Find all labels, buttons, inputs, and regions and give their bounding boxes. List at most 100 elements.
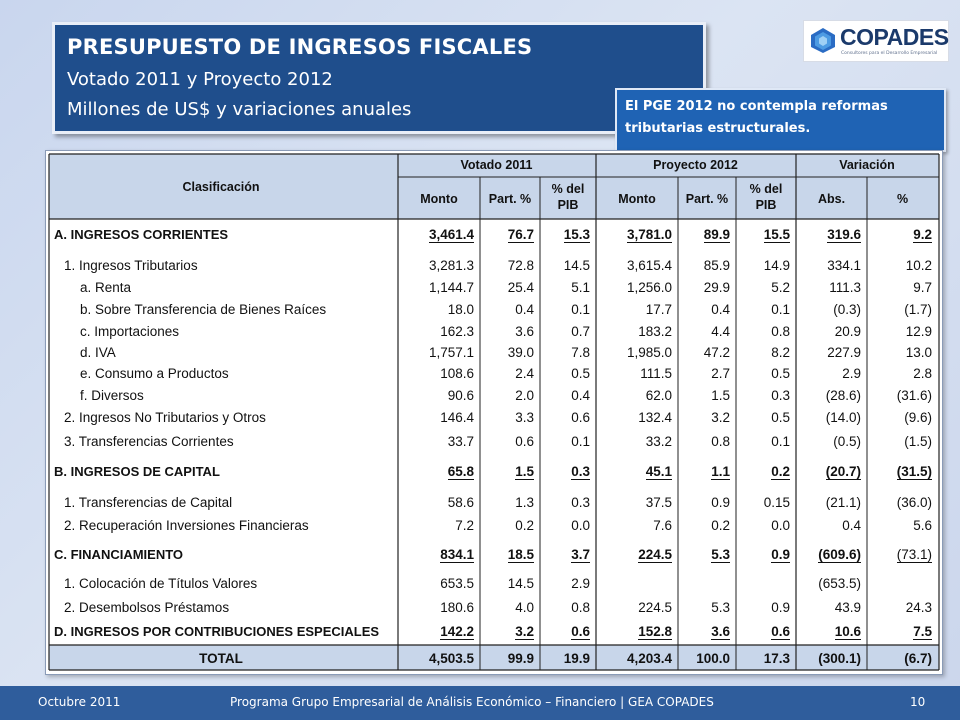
logo-mark-icon	[811, 28, 835, 53]
table-cell: 152.8	[638, 624, 672, 640]
row-label: a. Renta	[80, 280, 132, 295]
col-var-abs: Abs.	[817, 192, 846, 206]
table-cell: 10.2	[905, 258, 932, 273]
table-cell: 5.1	[571, 280, 590, 295]
table-cell: (653.5)	[818, 576, 861, 591]
table-cell: 0.6	[771, 624, 790, 640]
table-cell: (1.5)	[904, 434, 932, 449]
total-cell: 19.9	[563, 651, 590, 666]
table-cell: 4.0	[515, 600, 534, 615]
table-cell: 14.9	[763, 258, 790, 273]
row-label: d. IVA	[80, 345, 116, 360]
table-cell: 3,615.4	[626, 258, 672, 273]
row-label: D. INGRESOS POR CONTRIBUCIONES ESPECIALE…	[54, 624, 380, 639]
table-cell: 180.6	[440, 600, 474, 615]
table-cell: (21.1)	[825, 495, 861, 510]
footer-page-number: 10	[910, 695, 926, 709]
table-cell: 24.3	[905, 600, 932, 615]
table-cell: 108.6	[440, 366, 474, 381]
table-cell: (609.6)	[818, 547, 861, 563]
table-cell: 1.3	[515, 495, 534, 510]
table-cell: 2.8	[913, 366, 932, 381]
table-cell: 47.2	[703, 345, 730, 360]
row-label: B. INGRESOS DE CAPITAL	[54, 464, 220, 479]
table-cell: 76.7	[507, 227, 534, 243]
table-cell: (73.1)	[896, 547, 932, 563]
table-cell: 146.4	[440, 410, 474, 425]
table-cell: 0.4	[711, 302, 730, 317]
table-cell: 17.7	[645, 302, 672, 317]
table-cell: 5.3	[711, 600, 730, 615]
table-cell: 0.5	[571, 366, 590, 381]
table-cell: 142.2	[440, 624, 474, 640]
table-cell: 15.5	[763, 227, 790, 243]
table-cell: 0.3	[771, 388, 790, 403]
table-cell: 3.2	[711, 410, 730, 425]
table-cell: 0.2	[771, 464, 790, 480]
table-cell: 5.6	[913, 518, 932, 533]
table-cell: 58.6	[447, 495, 474, 510]
table-cell: 0.0	[771, 518, 790, 533]
table-cell: 0.1	[771, 302, 790, 317]
table-cell: (20.7)	[825, 464, 861, 480]
table-cell: 0.9	[711, 495, 730, 510]
slide-subtitle-units: Millones de US$ y variaciones anuales	[67, 99, 412, 120]
table-cell: (28.6)	[825, 388, 861, 403]
row-label: 1. Transferencias de Capital	[64, 495, 233, 510]
table-cell: 2.9	[571, 576, 590, 591]
table-cell: 4.4	[711, 324, 730, 339]
table-cell: 834.1	[440, 547, 474, 563]
row-label: 3. Transferencias Corrientes	[64, 434, 234, 449]
row-label: e. Consumo a Productos	[80, 366, 229, 381]
table-cell: 3.6	[711, 624, 730, 640]
table-cell: 2.0	[515, 388, 534, 403]
table-cell: 1,985.0	[626, 345, 672, 360]
table-cell: 9.2	[913, 227, 932, 243]
row-label: 2. Desembolsos Préstamos	[64, 600, 230, 615]
col-pib-2012: % del PIB	[749, 182, 783, 212]
table-cell: 3.2	[515, 624, 534, 640]
table-cell: 0.6	[571, 624, 590, 640]
table-cell: 0.8	[771, 324, 790, 339]
row-label: 1. Colocación de Títulos Valores	[64, 576, 258, 591]
row-label: c. Importaciones	[80, 324, 180, 339]
table-cell: 18.0	[447, 302, 474, 317]
table-cell: 183.2	[638, 324, 672, 339]
table-cell: 0.7	[571, 324, 590, 339]
table-cell: 7.2	[455, 518, 474, 533]
slide-title: PRESUPUESTO DE INGRESOS FISCALES	[67, 35, 533, 59]
slide-subtitle-years: Votado 2011 y Proyecto 2012	[67, 69, 333, 90]
table-cell: 45.1	[645, 464, 672, 480]
col-part-2011: Part. %	[488, 192, 532, 206]
table-cell: 3,281.3	[428, 258, 474, 273]
table-cell: 0.0	[571, 518, 590, 533]
table-cell: (0.3)	[833, 302, 861, 317]
table-cell: (36.0)	[896, 495, 932, 510]
total-cell: 17.3	[763, 651, 790, 666]
col-part-2012: Part. %	[685, 192, 729, 206]
row-label: C. FINANCIAMIENTO	[54, 547, 184, 562]
table-cell: 3.6	[515, 324, 534, 339]
total-cell: 4,203.4	[626, 651, 672, 666]
table-cell: 0.6	[515, 434, 534, 449]
table-cell: 0.1	[771, 434, 790, 449]
table-cell: 12.9	[905, 324, 932, 339]
row-label: f. Diversos	[80, 388, 144, 403]
table-cell: 1.1	[711, 464, 730, 480]
table-cell: 5.3	[711, 547, 730, 563]
table-cell: 20.9	[834, 324, 861, 339]
table-cell: (31.5)	[896, 464, 932, 480]
header-clasificacion: Clasificación	[182, 180, 260, 194]
table-cell: 33.2	[645, 434, 672, 449]
table-cell: 224.5	[638, 600, 672, 615]
table-cell: 1,144.7	[428, 280, 474, 295]
table-cell: 14.5	[563, 258, 590, 273]
table-cell: 25.4	[507, 280, 534, 295]
table-cell: (0.5)	[833, 434, 861, 449]
table-cell: 5.2	[771, 280, 790, 295]
copades-logo: COPADES Consultores para el Desarrollo E…	[803, 20, 949, 62]
table-cell: 37.5	[645, 495, 672, 510]
table-cell: (1.7)	[904, 302, 932, 317]
table-cell: 224.5	[638, 547, 672, 563]
table-cell: 0.8	[571, 600, 590, 615]
